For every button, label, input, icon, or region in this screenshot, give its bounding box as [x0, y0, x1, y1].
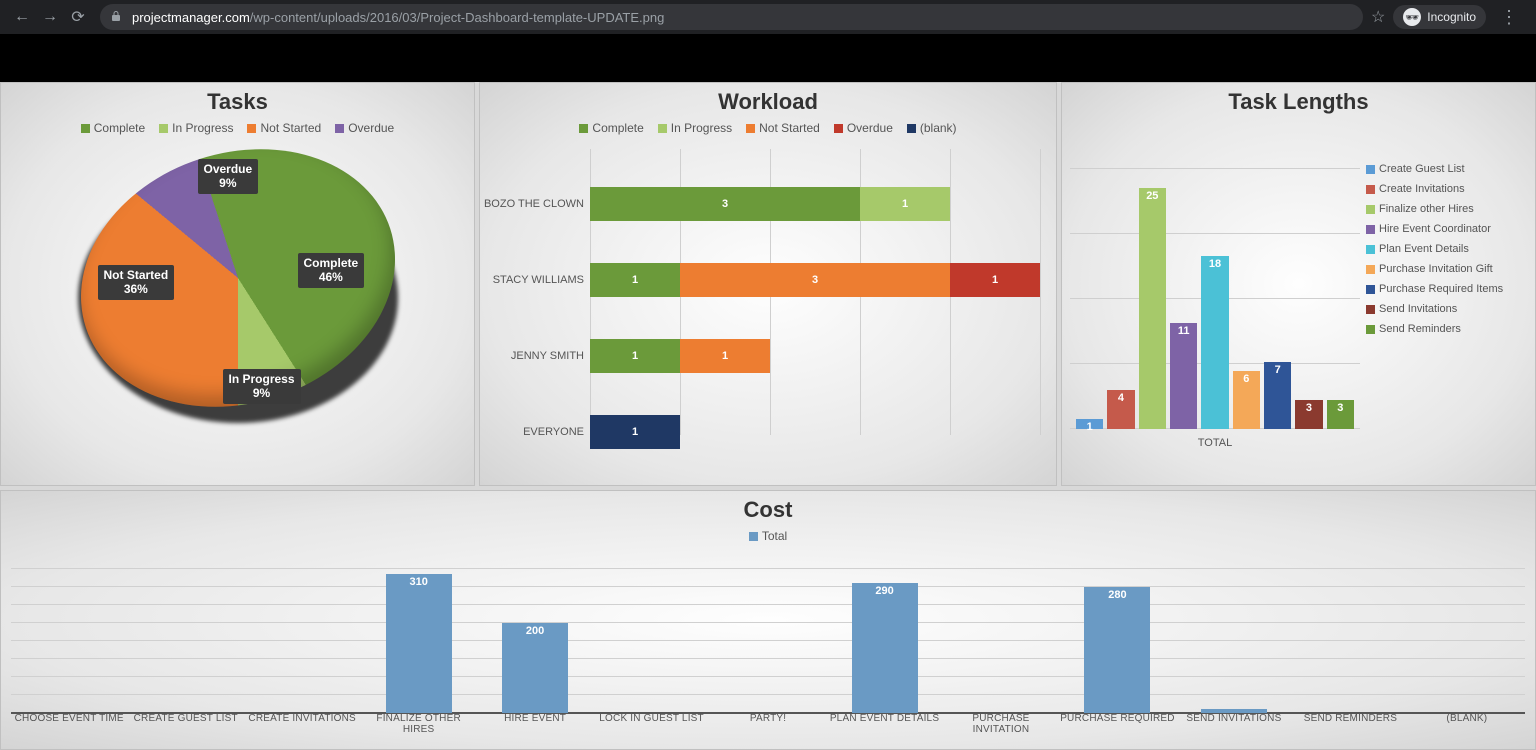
task-length-bar: 6 [1233, 371, 1260, 429]
tasks-legend-item: Not Started [247, 121, 321, 135]
menu-button[interactable]: ⋮ [1494, 7, 1524, 28]
workload-segment: 3 [590, 187, 860, 221]
cost-chart: 310 200 290 280 CHOOSE EVENT TIMECREATE GUE… [11, 555, 1525, 735]
task-length-legend-item: Finalize other Hires [1366, 203, 1521, 215]
cost-x-label: LOCK IN GUEST LIST [593, 713, 709, 735]
task-length-bar: 4 [1107, 390, 1134, 429]
incognito-label: Incognito [1427, 10, 1476, 24]
workload-row-name: EVERYONE [480, 426, 584, 438]
workload-segment: 1 [950, 263, 1040, 297]
workload-legend-item: Not Started [746, 121, 820, 135]
url-host: projectmanager.com [132, 10, 250, 25]
cost-bar: 200 [502, 623, 568, 713]
workload-segment: 1 [590, 415, 680, 449]
forward-button[interactable]: → [36, 8, 64, 26]
workload-segment: 1 [860, 187, 950, 221]
panel-tasks: Tasks Complete In Progress Not Started Over… [0, 82, 475, 486]
workload-row-name: STACY WILLIAMS [480, 274, 584, 286]
workload-legend-item: In Progress [658, 121, 732, 135]
task-lengths-xlabel: TOTAL [1070, 437, 1360, 449]
task-length-bar: 11 [1170, 323, 1197, 429]
workload-legend-item: Overdue [834, 121, 893, 135]
tasks-legend-item: In Progress [159, 121, 233, 135]
cost-x-label: (BLANK) [1409, 713, 1525, 735]
workload-chart: BOZO THE CLOWN31 STACY WILLIAMS131 JENNY… [590, 149, 1040, 459]
cost-x-label: PURCHASE INVITATION [943, 713, 1059, 735]
cost-legend: Total [1, 525, 1535, 551]
cost-x-label: PLAN EVENT DETAILS [826, 713, 942, 735]
cost-x-label: CHOOSE EVENT TIME [11, 713, 127, 735]
tasks-pie-chart: Complete46% In Progress9% Not Started36% Ov… [48, 143, 428, 443]
workload-legend-item: (blank) [907, 121, 957, 135]
pie-slice-label: Overdue9% [198, 159, 259, 194]
cost-x-label: FINALIZE OTHER HIRES [360, 713, 476, 735]
task-lengths-chart: 142511186733 TOTAL Create Guest ListCrea… [1070, 157, 1527, 457]
cost-title: Cost [1, 491, 1535, 525]
task-length-legend-item: Hire Event Coordinator [1366, 223, 1521, 235]
task-length-bar: 1 [1076, 419, 1103, 429]
workload-legend-item: Complete [579, 121, 643, 135]
reload-button[interactable]: ⟳ [64, 7, 92, 27]
task-length-legend-item: Send Reminders [1366, 323, 1521, 335]
cost-x-label: HIRE EVENT [477, 713, 593, 735]
task-length-legend-item: Create Guest List [1366, 163, 1521, 175]
workload-row: JENNY SMITH11 [590, 339, 1040, 373]
cost-x-label: SEND INVITATIONS [1176, 713, 1292, 735]
lock-icon [110, 10, 124, 25]
tasks-legend-item: Complete [81, 121, 145, 135]
task-length-legend-item: Create Invitations [1366, 183, 1521, 195]
workload-row: STACY WILLIAMS131 [590, 263, 1040, 297]
workload-row: EVERYONE1 [590, 415, 1040, 449]
task-length-bar: 18 [1201, 256, 1228, 429]
incognito-badge[interactable]: 🕶 Incognito [1393, 5, 1486, 29]
pie-slice-label: In Progress9% [223, 369, 301, 404]
workload-legend: Complete In Progress Not Started Overdue (bl… [480, 117, 1056, 143]
workload-segment: 3 [680, 263, 950, 297]
cost-bar: 310 [386, 574, 452, 714]
cost-bar: 290 [852, 583, 918, 714]
panel-cost: Cost Total 310 200 290 280 CHOOSE EVENT TIM… [0, 490, 1536, 750]
task-length-legend-item: Plan Event Details [1366, 243, 1521, 255]
task-length-legend-item: Send Invitations [1366, 303, 1521, 315]
panel-task-lengths: Task Lengths 142511186733 TOTAL Create G… [1061, 82, 1536, 486]
pie-slice-label: Complete46% [298, 253, 365, 288]
back-button[interactable]: ← [8, 8, 36, 26]
tasks-legend: Complete In Progress Not Started Overdue [1, 117, 474, 143]
workload-row-name: JENNY SMITH [480, 350, 584, 362]
url-path: /wp-content/uploads/2016/03/Project-Dash… [250, 10, 665, 25]
tasks-legend-item: Overdue [335, 121, 394, 135]
task-lengths-title: Task Lengths [1062, 83, 1535, 117]
pie-slice-label: Not Started36% [98, 265, 175, 300]
cost-x-label: SEND REMINDERS [1292, 713, 1408, 735]
cost-bar: 280 [1084, 587, 1150, 713]
workload-segment: 1 [680, 339, 770, 373]
cost-legend-label: Total [762, 529, 787, 543]
task-length-bar: 25 [1139, 188, 1166, 429]
task-length-bar: 3 [1327, 400, 1354, 429]
cost-x-label: CREATE GUEST LIST [127, 713, 243, 735]
browser-toolbar: ← → ⟳ projectmanager.com /wp-content/upl… [0, 0, 1536, 34]
workload-segment: 1 [590, 263, 680, 297]
task-length-bar: 7 [1264, 362, 1291, 429]
cost-x-label: PURCHASE REQUIRED [1059, 713, 1175, 735]
task-lengths-legend: Create Guest List Create Invitations Final… [1360, 157, 1527, 457]
workload-row: BOZO THE CLOWN31 [590, 187, 1040, 221]
cost-x-label: CREATE INVITATIONS [244, 713, 360, 735]
task-length-legend-item: Purchase Required Items [1366, 283, 1521, 295]
incognito-icon: 🕶 [1403, 8, 1421, 26]
cost-x-label: PARTY! [710, 713, 826, 735]
task-length-legend-item: Purchase Invitation Gift [1366, 263, 1521, 275]
workload-title: Workload [480, 83, 1056, 117]
content-black-band [0, 34, 1536, 82]
task-length-bar: 3 [1295, 400, 1322, 429]
dashboard: Tasks Complete In Progress Not Started Over… [0, 82, 1536, 750]
workload-row-name: BOZO THE CLOWN [480, 198, 584, 210]
address-bar[interactable]: projectmanager.com /wp-content/uploads/2… [100, 4, 1363, 30]
bookmark-star-icon[interactable]: ☆ [1371, 7, 1385, 27]
tasks-title: Tasks [1, 83, 474, 117]
panel-workload: Workload Complete In Progress Not Started O… [479, 82, 1057, 486]
workload-segment: 1 [590, 339, 680, 373]
